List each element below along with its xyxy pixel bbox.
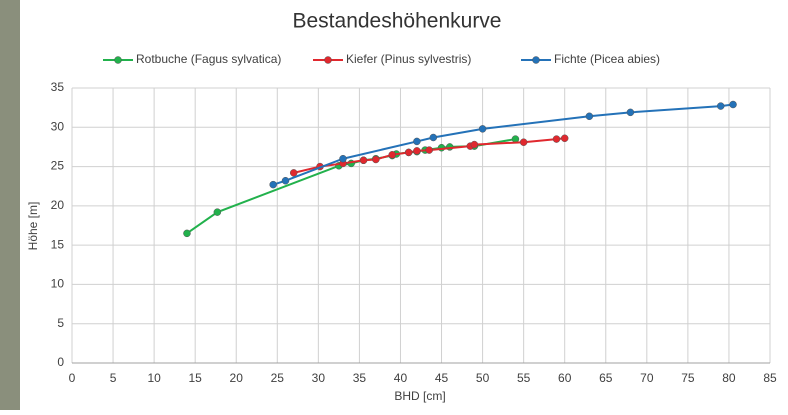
y-tick-label: 0 (57, 355, 64, 369)
y-tick-label: 10 (51, 277, 65, 291)
data-point (471, 141, 478, 148)
background-strip (0, 0, 20, 410)
x-tick-label: 20 (230, 371, 244, 385)
x-tick-label: 10 (147, 371, 161, 385)
x-tick-label: 65 (599, 371, 613, 385)
data-point (405, 149, 412, 156)
y-tick-label: 25 (51, 159, 65, 173)
data-point (413, 147, 420, 154)
x-tick-label: 80 (722, 371, 736, 385)
data-point (372, 156, 379, 163)
x-tick-label: 35 (353, 371, 367, 385)
data-point (586, 113, 593, 120)
legend-label: Fichte (Picea abies) (554, 52, 660, 66)
legend-marker (115, 57, 122, 64)
y-tick-label: 5 (57, 316, 64, 330)
data-point (214, 209, 221, 216)
x-tick-label: 30 (312, 371, 326, 385)
x-axis-label: BHD [cm] (394, 389, 445, 403)
x-tick-label: 55 (517, 371, 531, 385)
data-point (389, 151, 396, 158)
y-tick-label: 15 (51, 237, 65, 251)
x-tick-label: 40 (394, 371, 408, 385)
data-point (561, 135, 568, 142)
data-point (426, 147, 433, 154)
x-tick-label: 15 (188, 371, 202, 385)
x-tick-label: 85 (763, 371, 777, 385)
data-point (730, 101, 737, 108)
y-tick-label: 30 (51, 119, 65, 133)
page: {"chart_data": {"type": "line", "title":… (0, 0, 788, 410)
data-point (553, 136, 560, 143)
legend-marker (325, 57, 332, 64)
data-point (479, 125, 486, 132)
data-point (339, 155, 346, 162)
x-tick-label: 75 (681, 371, 695, 385)
data-point (282, 177, 289, 184)
legend-marker (533, 57, 540, 64)
chart-title: Bestandeshöhenkurve (293, 10, 502, 33)
x-tick-label: 0 (69, 371, 76, 385)
data-point (290, 169, 297, 176)
x-tick-label: 45 (435, 371, 449, 385)
y-axis-label: Höhe [m] (26, 202, 40, 251)
x-tick-label: 25 (271, 371, 285, 385)
legend-label: Kiefer (Pinus sylvestris) (346, 52, 471, 66)
data-point (717, 103, 724, 110)
data-point (430, 134, 437, 141)
series-line (273, 105, 733, 185)
y-tick-label: 20 (51, 198, 65, 212)
data-point (360, 157, 367, 164)
x-tick-label: 60 (558, 371, 572, 385)
x-tick-label: 50 (476, 371, 490, 385)
y-tick-label: 35 (51, 80, 65, 94)
chart: Bestandeshöhenkurve BHD [cm] Höhe [m] 0 5… (0, 0, 788, 410)
data-point (270, 181, 277, 188)
x-tick-label: 70 (640, 371, 654, 385)
data-point (627, 109, 634, 116)
data-point (520, 139, 527, 146)
legend-label: Rotbuche (Fagus sylvatica) (136, 52, 281, 66)
x-tick-label: 5 (110, 371, 117, 385)
data-point (413, 138, 420, 145)
data-point (183, 230, 190, 237)
